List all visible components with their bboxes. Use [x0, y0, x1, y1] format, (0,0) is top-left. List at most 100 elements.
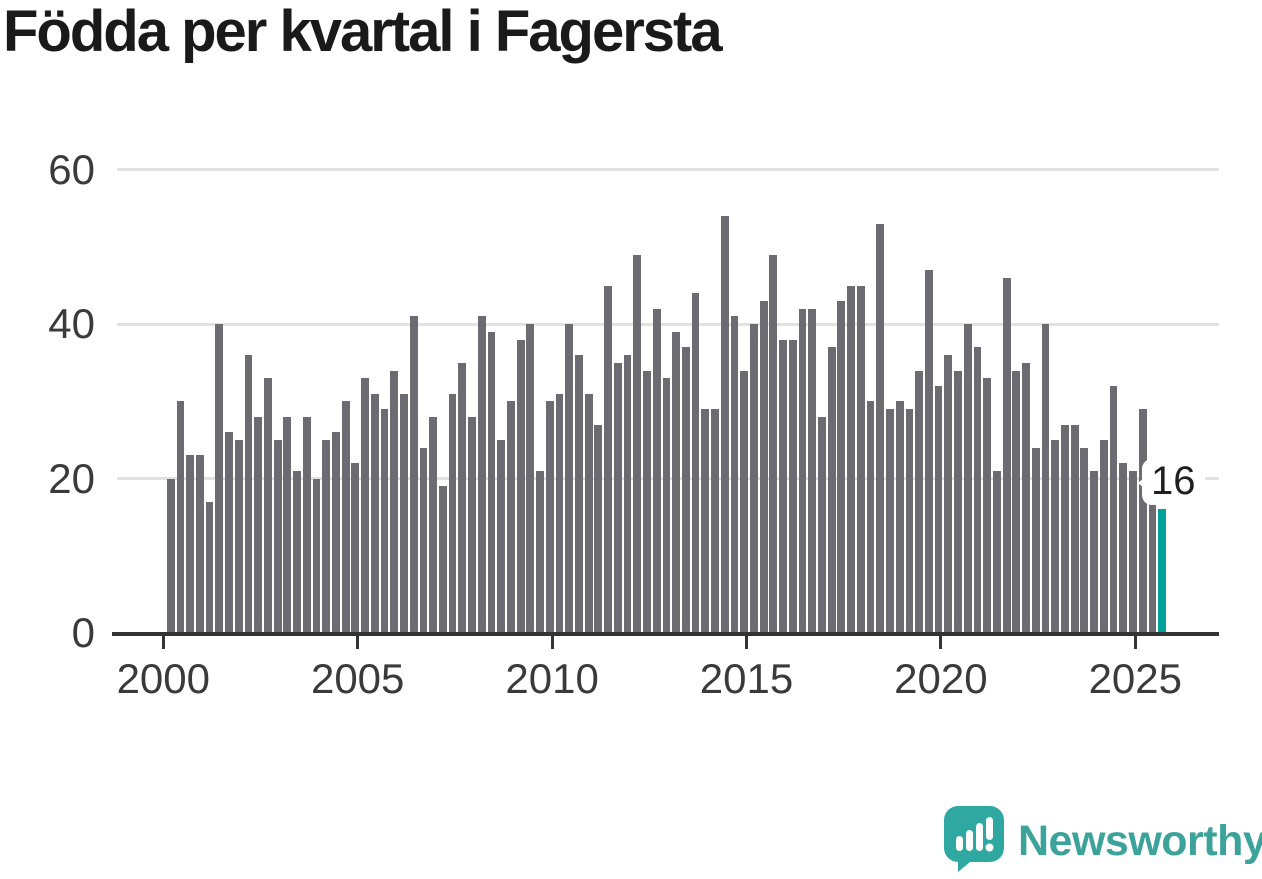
- bar-2005-Q1[interactable]: [361, 378, 369, 633]
- bar-2019-Q3[interactable]: [924, 270, 933, 633]
- bar-2019-Q4[interactable]: [934, 385, 943, 633]
- bar-2025-Q3-highlighted[interactable]: [1158, 509, 1167, 633]
- bar-2010-Q1[interactable]: [555, 393, 564, 633]
- bar-2024-Q3[interactable]: [1119, 463, 1128, 633]
- bar-2010-Q3[interactable]: [575, 355, 583, 633]
- bar-2013-Q1[interactable]: [672, 331, 681, 633]
- bar-2010-Q4[interactable]: [584, 393, 593, 633]
- bar-2021-Q4[interactable]: [1012, 370, 1021, 633]
- bar-2006-Q4[interactable]: [429, 416, 438, 633]
- bar-2001-Q1[interactable]: [205, 501, 214, 633]
- bar-2024-Q1[interactable]: [1099, 440, 1108, 633]
- bar-2016-Q3[interactable]: [808, 308, 817, 633]
- bar-2023-Q2[interactable]: [1070, 424, 1079, 633]
- bar-2012-Q4[interactable]: [662, 378, 671, 633]
- bar-2019-Q2[interactable]: [915, 370, 924, 633]
- bar-2023-Q1[interactable]: [1061, 424, 1069, 633]
- bar-2009-Q2[interactable]: [526, 324, 535, 633]
- bar-2008-Q2[interactable]: [487, 331, 496, 633]
- bar-2020-Q4[interactable]: [973, 347, 982, 633]
- bar-2003-Q1[interactable]: [283, 416, 292, 633]
- bar-2007-Q2[interactable]: [448, 393, 457, 633]
- bar-2022-Q3[interactable]: [1041, 324, 1050, 633]
- bar-2021-Q3[interactable]: [1002, 277, 1011, 633]
- bar-2002-Q2[interactable]: [254, 416, 263, 633]
- bar-2021-Q2[interactable]: [993, 470, 1001, 633]
- bar-2003-Q3[interactable]: [302, 416, 311, 633]
- bar-2023-Q3[interactable]: [1080, 447, 1089, 633]
- bar-2013-Q3[interactable]: [691, 293, 700, 633]
- bar-2008-Q3[interactable]: [497, 440, 506, 633]
- bar-2017-Q3[interactable]: [847, 285, 855, 633]
- bar-2020-Q2[interactable]: [954, 370, 962, 633]
- bar-2017-Q2[interactable]: [837, 301, 846, 633]
- bar-2006-Q3[interactable]: [419, 447, 428, 633]
- bar-2022-Q4[interactable]: [1051, 440, 1060, 633]
- bar-2002-Q1[interactable]: [244, 355, 253, 633]
- bar-2006-Q1[interactable]: [400, 393, 408, 633]
- bar-2002-Q4[interactable]: [273, 440, 282, 633]
- bar-2007-Q4[interactable]: [468, 416, 476, 633]
- bar-2012-Q2[interactable]: [643, 370, 651, 633]
- bar-2004-Q4[interactable]: [351, 463, 360, 633]
- bar-2000-Q1[interactable]: [166, 478, 175, 633]
- bar-2002-Q3[interactable]: [264, 378, 272, 633]
- bar-2009-Q3[interactable]: [536, 470, 544, 633]
- bar-2018-Q3[interactable]: [886, 409, 894, 633]
- bar-2008-Q1[interactable]: [477, 316, 486, 633]
- bar-2007-Q1[interactable]: [438, 486, 447, 633]
- bar-2014-Q3[interactable]: [730, 316, 739, 633]
- bar-2001-Q4[interactable]: [234, 440, 243, 633]
- bar-2018-Q1[interactable]: [866, 401, 875, 633]
- bar-2005-Q4[interactable]: [390, 370, 399, 633]
- bar-2017-Q4[interactable]: [856, 285, 865, 633]
- bar-2007-Q3[interactable]: [458, 362, 467, 633]
- bar-2018-Q4[interactable]: [895, 401, 904, 633]
- bar-2005-Q2[interactable]: [370, 393, 379, 633]
- bar-2003-Q2[interactable]: [293, 470, 301, 633]
- bar-2014-Q4[interactable]: [740, 370, 749, 633]
- bar-2022-Q2[interactable]: [1031, 447, 1040, 633]
- bar-2006-Q2[interactable]: [409, 316, 418, 633]
- bar-2011-Q4[interactable]: [623, 355, 632, 633]
- bar-2013-Q2[interactable]: [681, 347, 690, 633]
- bar-2011-Q3[interactable]: [613, 362, 622, 633]
- bar-2017-Q1[interactable]: [827, 347, 836, 633]
- bar-2012-Q1[interactable]: [633, 254, 642, 633]
- bar-2011-Q2[interactable]: [604, 285, 612, 633]
- bar-2023-Q4[interactable]: [1090, 470, 1098, 633]
- bar-2015-Q1[interactable]: [750, 324, 758, 633]
- bar-2009-Q1[interactable]: [516, 339, 525, 633]
- bar-2005-Q3[interactable]: [380, 409, 389, 633]
- bar-2018-Q2[interactable]: [876, 223, 885, 633]
- bar-2000-Q4[interactable]: [195, 455, 204, 633]
- bar-2004-Q1[interactable]: [322, 440, 331, 633]
- bar-2016-Q2[interactable]: [798, 308, 807, 633]
- bar-2016-Q1[interactable]: [788, 339, 797, 633]
- bar-2000-Q2[interactable]: [176, 401, 185, 633]
- bar-2019-Q1[interactable]: [905, 409, 914, 633]
- bar-2016-Q4[interactable]: [818, 416, 826, 633]
- bar-2024-Q2[interactable]: [1109, 385, 1118, 633]
- bar-2025-Q2[interactable]: [1148, 494, 1157, 633]
- bar-2013-Q4[interactable]: [701, 409, 710, 633]
- bar-2025-Q1[interactable]: [1138, 409, 1147, 633]
- bar-2009-Q4[interactable]: [545, 401, 554, 633]
- bar-2020-Q3[interactable]: [963, 324, 972, 633]
- bar-2024-Q4[interactable]: [1129, 470, 1137, 633]
- bar-2012-Q3[interactable]: [652, 308, 661, 633]
- bar-2004-Q3[interactable]: [341, 401, 350, 633]
- bar-2001-Q2[interactable]: [215, 324, 224, 633]
- bar-2021-Q1[interactable]: [983, 378, 992, 633]
- bar-2014-Q1[interactable]: [711, 409, 719, 633]
- bar-2011-Q1[interactable]: [594, 424, 603, 633]
- bar-2008-Q4[interactable]: [507, 401, 515, 633]
- bar-2015-Q4[interactable]: [779, 339, 787, 633]
- bar-2000-Q3[interactable]: [186, 455, 195, 633]
- bar-2015-Q2[interactable]: [759, 301, 768, 633]
- bar-2014-Q2[interactable]: [720, 216, 729, 633]
- bar-2022-Q1[interactable]: [1022, 362, 1030, 633]
- bar-2020-Q1[interactable]: [944, 355, 953, 633]
- bar-2001-Q3[interactable]: [225, 432, 233, 633]
- bar-2010-Q2[interactable]: [565, 324, 574, 633]
